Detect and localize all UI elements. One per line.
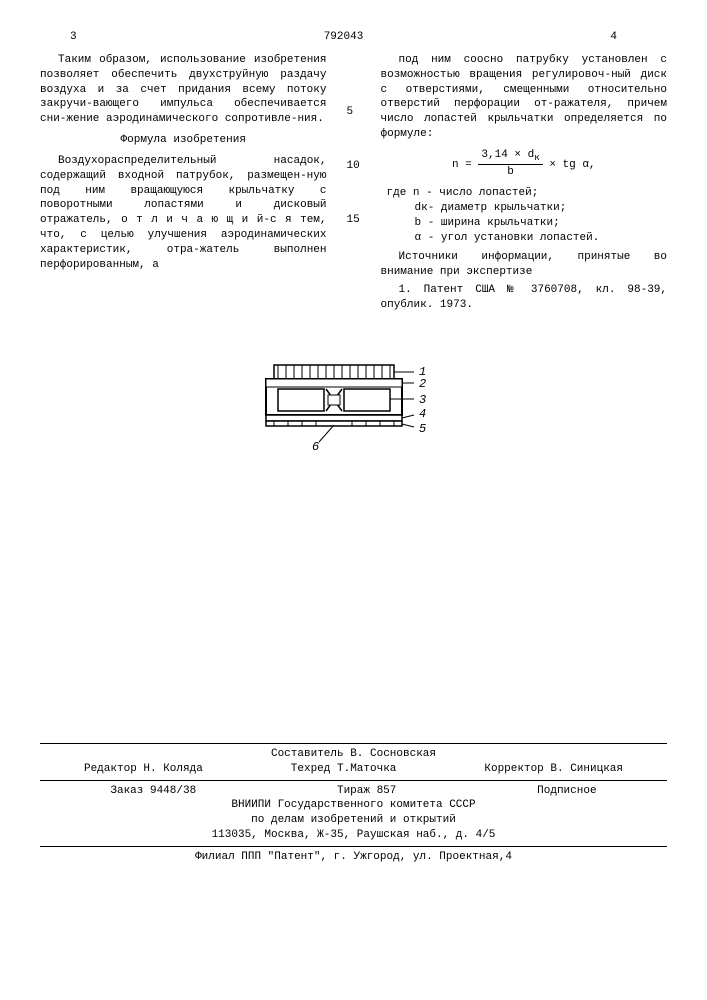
formula-den: b [478,165,542,180]
where-line: α - угол установки лопастей. [415,231,668,246]
formula-lhs: n = [452,159,472,171]
fig-label-2: 2 [419,377,426,391]
page-num-right: 4 [610,30,617,45]
fig-label-6: 6 [312,440,319,454]
compiler: Составитель В. Сосновская [40,747,667,762]
tirazh: Тираж 857 [337,784,396,799]
line-num: 15 [347,213,360,228]
left-column: Таким образом, использование изобретения… [40,53,327,317]
left-p1: Таким образом, использование изобретения… [40,53,327,127]
line-num: 5 [347,105,354,120]
fig-label-5: 5 [419,422,426,436]
where-line: dк- диаметр крыльчатки; [415,201,668,216]
page-num-left: 3 [70,30,77,45]
right-p1: под ним соосно патрубку установлен с воз… [381,53,668,142]
patent-header: 3 792043 4 [40,30,667,45]
fig-label-3: 3 [419,393,426,407]
branch: Филиал ППП "Патент", г. Ужгород, ул. Про… [40,850,667,865]
address: 113035, Москва, Ж-35, Раушская наб., д. … [40,828,667,843]
where-line: где n - число лопастей; [387,186,668,201]
patent-number: 792043 [324,30,364,45]
line-num: 10 [347,159,360,174]
formula-num: 3,14 × d [481,149,534,161]
podpis: Подписное [537,784,596,799]
formula: n = 3,14 × dк b × tg α, [381,148,668,180]
where-line: b - ширина крыльчатки; [415,216,668,231]
formula-num-sub: к [534,152,540,163]
right-column: под ним соосно патрубку установлен с воз… [381,53,668,317]
sources-title: Источники информации, принятые во вниман… [381,250,668,280]
colophon: Составитель В. Сосновская Редактор Н. Ко… [40,743,667,865]
reference: 1. Патент США № 3760708, кл. 98-39, опуб… [381,283,668,313]
org-line2: по делам изобретений и открытий [40,813,667,828]
section-title: Формула изобретения [40,133,327,148]
order-num: Заказ 9448/38 [110,784,196,799]
line-number-gutter: 5 10 15 [347,53,361,317]
formula-rhs: × tg α, [549,159,595,171]
figure: 1 2 3 4 5 6 [40,357,667,463]
text-columns: Таким образом, использование изобретения… [40,53,667,317]
left-p2: Воздухораспределительный насадок, содерж… [40,154,327,273]
editor: Редактор Н. Коляда [84,762,203,777]
tech-editor: Техред Т.Маточка [291,762,397,777]
corrector: Корректор В. Синицкая [484,762,623,777]
org-line1: ВНИИПИ Государственного комитета СССР [40,798,667,813]
fig-label-4: 4 [419,407,426,421]
